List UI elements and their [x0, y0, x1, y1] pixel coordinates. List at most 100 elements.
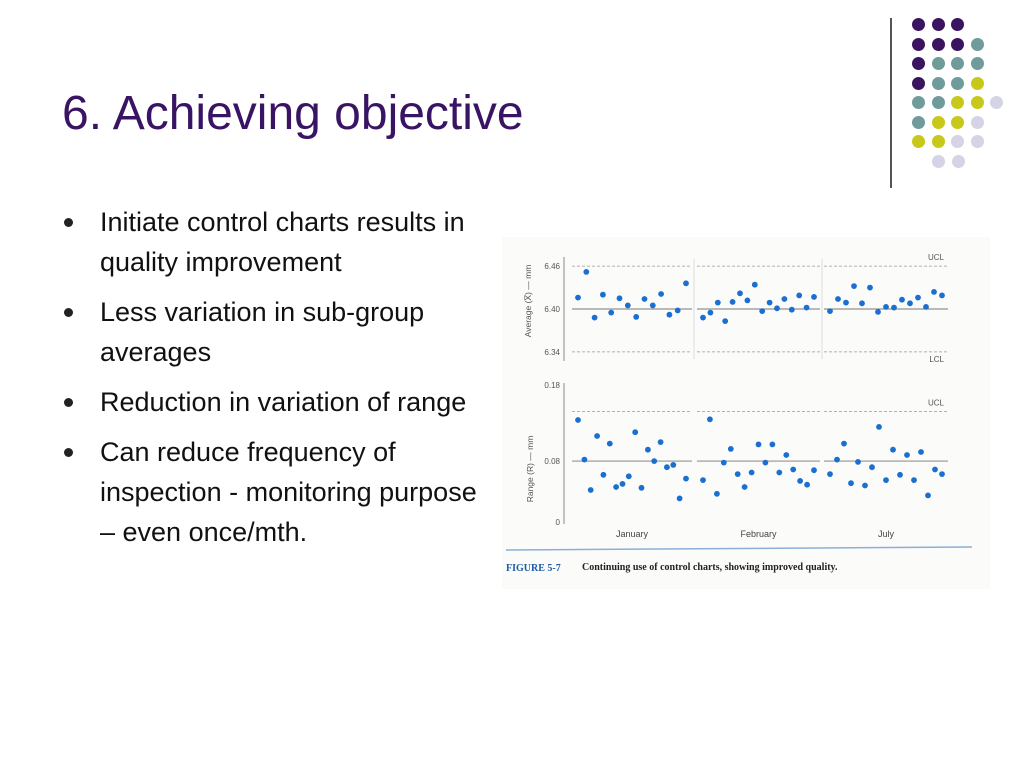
avg-data-point — [827, 308, 833, 314]
range-y-tick-label: 0.18 — [544, 381, 560, 390]
range-data-point — [613, 484, 619, 490]
avg-data-point — [744, 297, 751, 304]
range-data-point — [862, 482, 868, 489]
range-data-point — [676, 495, 683, 502]
divider-line — [890, 18, 892, 188]
range-data-point — [645, 446, 651, 453]
range-data-point — [897, 471, 903, 478]
avg-data-point — [633, 314, 640, 320]
range-data-point — [883, 477, 889, 483]
range-data-point — [575, 417, 581, 423]
decorative-dot — [951, 37, 964, 51]
decorative-dot — [912, 96, 925, 109]
avg-data-point — [707, 309, 714, 316]
range-data-point — [714, 490, 720, 497]
avg-data-point — [600, 291, 606, 298]
range-data-point — [834, 456, 840, 463]
range-data-point — [804, 481, 810, 488]
decorative-dot — [951, 57, 964, 70]
range-data-point — [841, 440, 847, 447]
avg-chart-ylabel: Average (X̅) — mm — [523, 265, 533, 338]
decorative-dot — [931, 57, 945, 70]
range-data-point — [657, 439, 664, 445]
avg-data-point — [616, 295, 623, 302]
decorative-dot — [970, 37, 984, 51]
avg-data-point — [803, 304, 810, 311]
range-y-tick-label: 0.08 — [544, 457, 560, 466]
range-data-point — [594, 433, 600, 439]
range-data-point — [741, 484, 748, 490]
avg-data-point — [722, 318, 729, 324]
range-data-point — [606, 440, 613, 447]
decorative-dot — [931, 18, 945, 31]
bullet-item: Initiate control charts results in quali… — [64, 202, 484, 282]
avg-data-point — [931, 289, 937, 295]
avg-data-point — [751, 281, 758, 288]
range-data-point — [939, 471, 945, 477]
avg-data-point — [666, 311, 673, 318]
avg-y-tick-label: 6.46 — [544, 262, 560, 271]
range-data-point — [651, 458, 658, 464]
range-data-point — [790, 466, 797, 473]
range-data-point — [707, 416, 713, 423]
decorative-dot — [970, 135, 984, 148]
caption-rule — [505, 546, 973, 551]
range-data-point — [727, 446, 734, 452]
range-data-point — [925, 492, 931, 499]
avg-data-point — [729, 299, 736, 305]
bullet-text: Less variation in sub-group averages — [100, 297, 425, 367]
avg-data-point — [907, 300, 913, 307]
decorative-dot — [931, 115, 945, 129]
slide-title: 6. Achieving objective — [62, 87, 524, 140]
avg-data-point — [939, 292, 945, 299]
avg-data-point — [835, 296, 841, 302]
range-data-point — [904, 452, 910, 458]
range-data-point — [720, 459, 727, 466]
range-data-point — [932, 466, 938, 473]
decorative-dot — [912, 37, 925, 51]
avg-data-point — [608, 309, 615, 316]
avg-data-point — [883, 304, 889, 310]
avg-data-point — [674, 307, 681, 314]
avg-data-point — [843, 299, 849, 306]
decorative-dot — [990, 96, 1003, 109]
range-data-point — [855, 459, 861, 465]
range-data-point — [869, 464, 875, 471]
decorative-dot — [931, 96, 945, 109]
range-data-point — [811, 467, 817, 474]
decorative-dot — [951, 115, 964, 129]
range-data-point — [769, 441, 776, 448]
avg-data-point — [796, 292, 803, 299]
bullet-text: Initiate control charts results in quali… — [100, 207, 465, 277]
avg-data-point — [649, 302, 656, 309]
avg-data-point — [774, 305, 780, 312]
avg-data-point — [583, 269, 590, 275]
decorative-dot — [951, 76, 964, 90]
avg-data-point — [683, 280, 689, 287]
decorative-dot — [912, 135, 925, 148]
range-data-point — [700, 477, 706, 483]
avg-data-point — [859, 300, 865, 307]
control-chart-svg: Average (X̅) — mm Range (R) — mm FIGURE … — [505, 253, 973, 574]
bullet-icon — [64, 448, 73, 457]
range-data-point — [755, 441, 762, 448]
bullet-item: Can reduce frequency of inspection - mon… — [64, 432, 484, 552]
group-label: July — [878, 529, 895, 539]
range-data-point — [911, 477, 917, 483]
control-chart-figure: Average (X̅) — mm Range (R) — mm FIGURE … — [502, 237, 990, 589]
decorative-dot — [912, 76, 925, 90]
avg-data-point — [781, 296, 788, 302]
avg-data-point — [915, 294, 921, 301]
decorative-dot — [931, 37, 945, 51]
range-data-point — [670, 462, 677, 468]
avg-data-point — [714, 299, 721, 306]
bullet-icon — [64, 218, 73, 227]
range-data-point — [827, 471, 833, 477]
avg-data-point — [891, 304, 897, 311]
avg-data-point — [591, 314, 598, 321]
avg-lcl-label: LCL — [929, 355, 944, 364]
range-data-point — [734, 471, 741, 477]
range-data-point — [664, 464, 670, 471]
avg-data-point — [788, 306, 795, 313]
avg-data-point — [658, 291, 664, 297]
